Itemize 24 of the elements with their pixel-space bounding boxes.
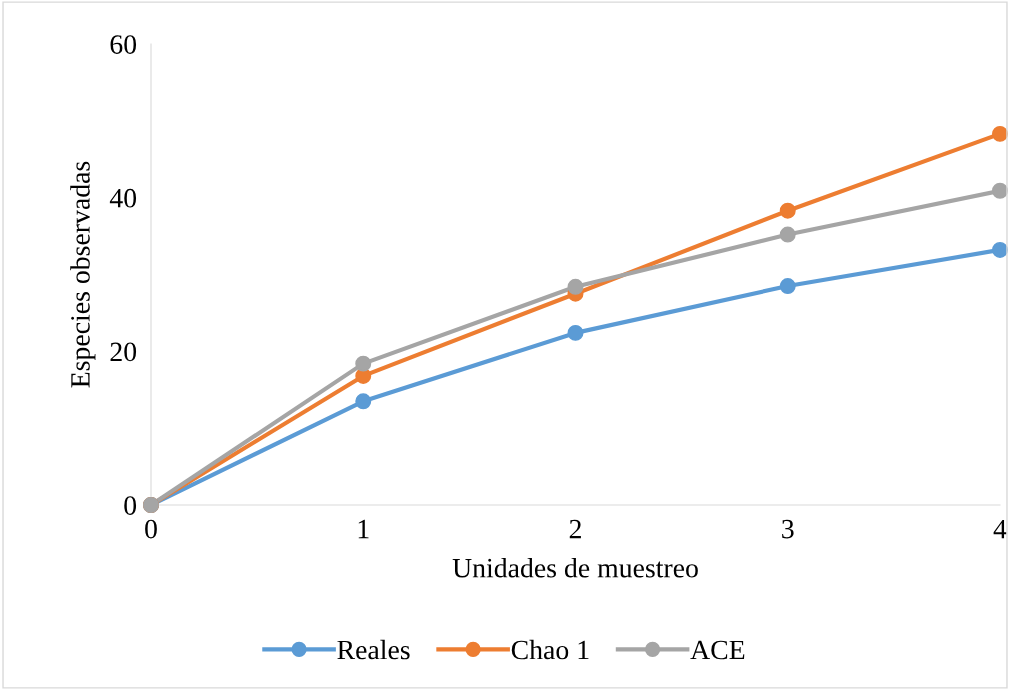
legend-label: ACE (690, 640, 745, 660)
point (355, 393, 372, 410)
legend-label: Reales (337, 639, 410, 660)
y-axis-title: Especies observadas (70, 161, 96, 388)
x-tick-label: 1 (358, 519, 369, 539)
y-tick-label: 60 (110, 35, 137, 54)
x-tick-label: 4 (993, 519, 1007, 539)
point (992, 125, 1008, 142)
point (567, 278, 584, 295)
y-tick-label: 0 (124, 496, 137, 515)
x-axis-title: Unidades de muestreo (452, 557, 698, 578)
point (779, 202, 796, 219)
x-tick-label: 0 (145, 519, 157, 539)
point (992, 182, 1008, 199)
x-tick-label: 2 (569, 519, 581, 539)
point (355, 355, 372, 372)
point (779, 226, 796, 243)
x-tick-label: 3 (782, 519, 794, 539)
y-tick-label: 40 (109, 188, 137, 208)
point (779, 278, 796, 295)
y-tick-label: 20 (110, 342, 137, 362)
point (567, 324, 584, 341)
legend-label: Chao 1 (511, 639, 589, 660)
point (992, 241, 1008, 258)
